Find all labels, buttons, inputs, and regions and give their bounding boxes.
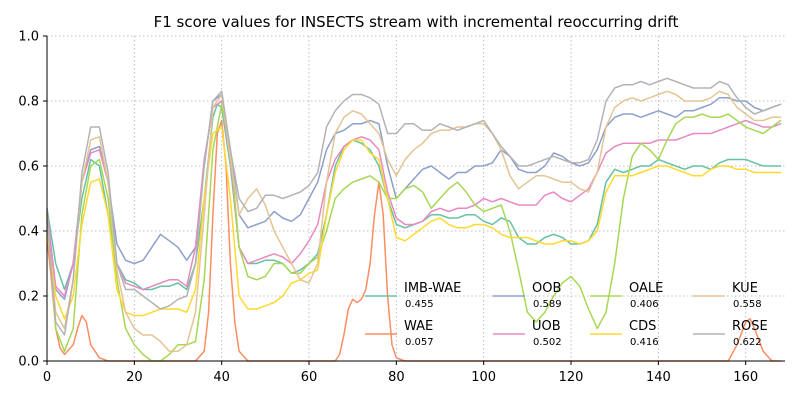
legend-score: 0.622 <box>733 337 762 348</box>
x-tick-label: 120 <box>559 370 584 385</box>
legend-score: 0.589 <box>533 299 562 310</box>
y-tick-label: 0.2 <box>18 290 39 305</box>
x-tick-label: 80 <box>388 370 405 385</box>
legend-label: WAE <box>404 319 433 334</box>
legend-label: OALE <box>629 281 663 296</box>
legend-score: 0.455 <box>405 299 434 310</box>
legend-label: IMB-WAE <box>404 281 461 296</box>
axes: 0 20 40 60 80 100 120 140 160 0.0 0.2 0.4 0.6 0.8 1.0 <box>18 30 785 385</box>
y-tick-label: 0.0 <box>18 355 39 370</box>
series-line-uob <box>46 100 782 297</box>
x-tick-label: 0 <box>43 370 51 385</box>
y-tick-label: 0.8 <box>18 95 39 110</box>
legend-label: UOB <box>532 319 561 334</box>
series-line-oob <box>46 93 782 301</box>
grid-lines <box>46 35 785 362</box>
legend-item-oale: OALE 0.406 <box>590 281 663 310</box>
x-tick-label: 20 <box>126 370 143 385</box>
legend-label: CDS <box>629 319 656 334</box>
series-lines <box>46 77 782 362</box>
series-line-kue <box>46 90 782 353</box>
x-tick-label: 60 <box>301 370 318 385</box>
legend-item-uob: UOB 0.502 <box>493 319 562 348</box>
legend-label: OOB <box>532 281 561 296</box>
y-tick-label: 0.4 <box>18 225 39 240</box>
legend-score: 0.416 <box>630 337 659 348</box>
legend-item-wae: WAE 0.057 <box>365 319 434 348</box>
x-tick-label: 100 <box>471 370 496 385</box>
series-line-cds <box>46 126 782 320</box>
legend-score: 0.558 <box>733 299 762 310</box>
legend-item-oob: OOB 0.589 <box>493 281 562 310</box>
series-line-rose <box>46 77 782 336</box>
x-tick-label: 140 <box>646 370 671 385</box>
chart-title: F1 score values for INSECTS stream with … <box>154 13 679 31</box>
legend-score: 0.406 <box>630 299 659 310</box>
legend-item-kue: KUE 0.558 <box>693 281 762 310</box>
legend-label: ROSE <box>732 319 768 334</box>
series-line-oale <box>46 103 782 362</box>
legend-score: 0.057 <box>405 337 434 348</box>
legend-score: 0.502 <box>533 337 562 348</box>
x-tick-label: 160 <box>733 370 758 385</box>
series-line-imb-wae <box>46 103 782 291</box>
legend-label: KUE <box>732 281 758 296</box>
x-tick-label: 40 <box>213 370 230 385</box>
y-tick-label: 1.0 <box>18 30 39 45</box>
y-tick-label: 0.6 <box>18 160 39 175</box>
legend-item-cds: CDS 0.416 <box>590 319 659 348</box>
legend: IMB-WAE 0.455 WAE 0.057 OOB 0.589 UOB 0.502 OALE… <box>365 281 768 348</box>
legend-item-imb-wae: IMB-WAE 0.455 <box>365 281 461 310</box>
legend-item-rose: ROSE 0.622 <box>693 319 768 348</box>
